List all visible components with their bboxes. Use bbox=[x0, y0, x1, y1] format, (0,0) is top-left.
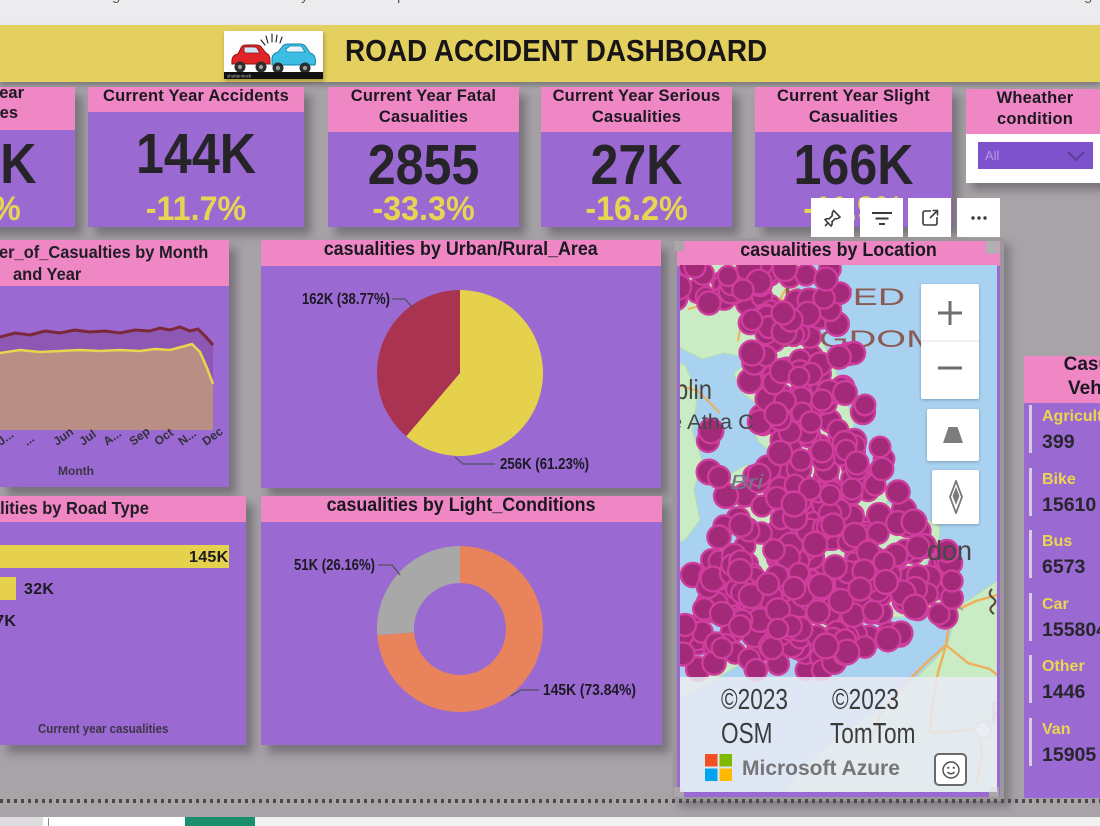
svg-text:blin: blin bbox=[680, 374, 712, 405]
svg-text:shutterstock: shutterstock bbox=[227, 74, 252, 79]
svg-text:256K (61.23%): 256K (61.23%) bbox=[500, 456, 589, 473]
svg-text:don: don bbox=[927, 535, 972, 566]
svg-text:Jul: Jul bbox=[77, 427, 99, 449]
svg-text:145K (73.84%): 145K (73.84%) bbox=[543, 682, 636, 699]
svg-text:e Atha C: e Atha C bbox=[680, 411, 754, 434]
svg-text:51K (26.16%): 51K (26.16%) bbox=[294, 557, 375, 574]
svg-text:...: ... bbox=[21, 431, 37, 448]
svg-text:J...: J... bbox=[0, 427, 16, 448]
svg-text:Bri: Bri bbox=[730, 472, 764, 494]
svg-text:162K (38.77%): 162K (38.77%) bbox=[302, 291, 390, 308]
svg-text:Month: Month bbox=[58, 464, 94, 478]
